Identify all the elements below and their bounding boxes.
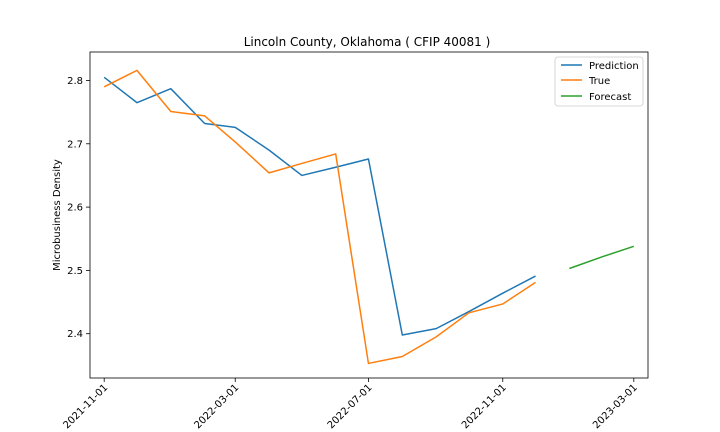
series-line-true <box>103 69 536 365</box>
legend-label-true: True <box>588 76 610 87</box>
x-tick-label: 2023-03-01 <box>591 382 640 431</box>
y-tick-label: 2.7 <box>67 139 83 150</box>
legend-item-true: True <box>561 76 610 87</box>
x-tick-label: 2022-11-01 <box>460 382 509 431</box>
x-axis: 2021-11-01 2022-03-01 2022-07-01 2022-11-01… <box>61 378 640 431</box>
legend-item-forecast: Forecast <box>561 92 631 103</box>
y-tick-label: 2.4 <box>67 329 83 340</box>
x-tick-label: 2022-07-01 <box>326 382 375 431</box>
plot-area <box>89 51 649 379</box>
y-tick-label: 2.5 <box>67 266 83 277</box>
y-tick-label: 2.8 <box>67 76 83 87</box>
plot-frame <box>89 51 649 379</box>
x-tick-label: 2022-03-01 <box>192 382 241 431</box>
x-tick-label: 2021-11-01 <box>61 382 110 431</box>
legend-box <box>554 56 644 107</box>
series-line-forecast <box>569 245 635 270</box>
legend-label-forecast: Forecast <box>589 92 631 103</box>
series-layer <box>103 69 635 365</box>
legend-item-prediction: Prediction <box>561 61 639 72</box>
y-axis: 2.4 2.5 2.6 2.7 2.8 <box>67 76 90 340</box>
series-line-prediction <box>103 76 536 336</box>
chart-title: Lincoln County, Oklahoma ( CFIP 40081 ) <box>244 35 491 49</box>
legend: Prediction True Forecast <box>554 56 644 107</box>
y-axis-label: Microbusiness Density <box>52 159 63 271</box>
legend-label-prediction: Prediction <box>589 61 639 72</box>
y-tick-label: 2.6 <box>67 203 83 214</box>
